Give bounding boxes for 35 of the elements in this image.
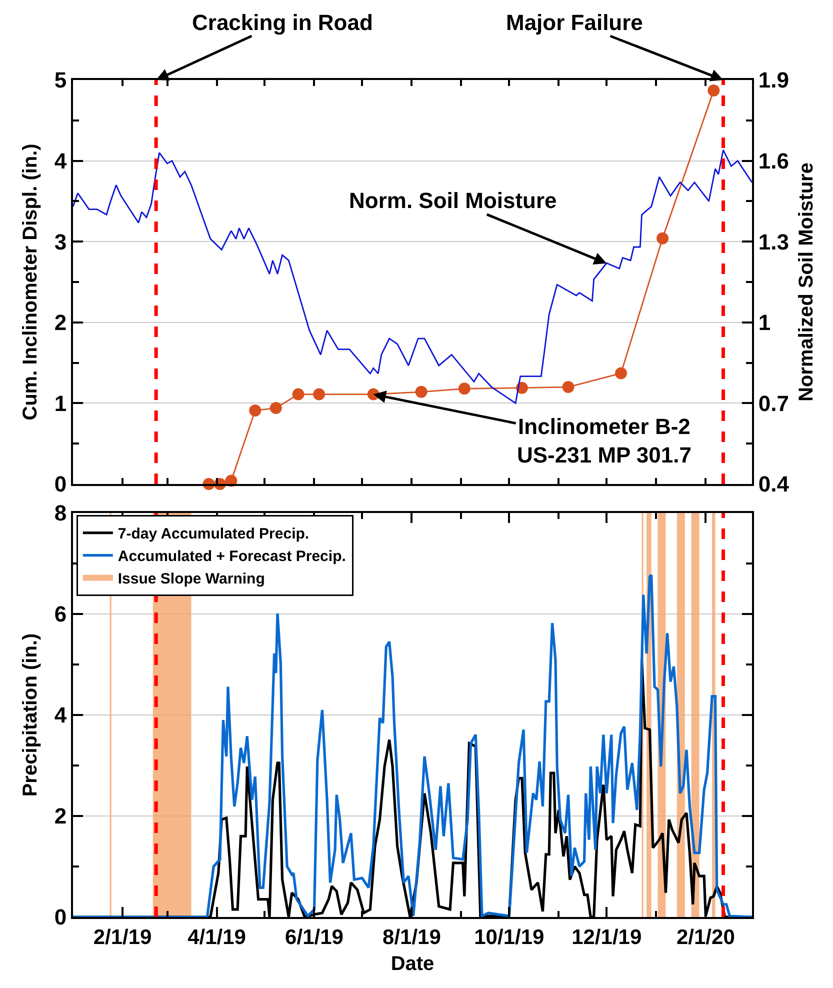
x-tick-label: 12/1/19 <box>572 926 642 950</box>
x-tick-label: 4/1/19 <box>188 926 246 950</box>
x-tick-label: 8/1/19 <box>382 926 441 950</box>
ref-line-label: Cracking in Road <box>192 10 373 35</box>
legend-label: 7-day Accumulated Precip. <box>118 526 310 543</box>
y2-tick-label: 1.6 <box>758 148 789 174</box>
y-tick-label: 4 <box>54 148 68 174</box>
y-tick-label: 0 <box>54 472 67 497</box>
band-label: Issue Slope Warning <box>118 570 265 588</box>
annotation: Norm. Soil Moisture <box>349 188 557 213</box>
y-tick-label: 8 <box>54 500 67 526</box>
x-tick-label: 6/1/19 <box>285 926 344 950</box>
x-tick-label: 2/1/20 <box>676 926 735 950</box>
x-tick-label: 2/1/19 <box>93 926 152 950</box>
y-axis-title: Precipitation (in.) <box>19 633 42 797</box>
legend-label: Accumulated + Forecast Precip. <box>118 548 346 566</box>
y2-axis-title: Normalized Soil Moisture <box>796 162 818 402</box>
ref-line-label: Major Failure <box>506 10 643 35</box>
x-axis-title: Date <box>390 953 434 976</box>
y2-tick-label: 1.9 <box>758 68 789 93</box>
x-tick-label: 10/1/19 <box>474 926 544 950</box>
y2-tick-label: 1 <box>758 310 771 336</box>
y-tick-label: 3 <box>54 229 67 254</box>
y-tick-label: 2 <box>54 310 67 336</box>
y-axis-title: Cum. Inclinometer Displ. (in.) <box>19 144 42 420</box>
y-tick-label: 5 <box>54 68 67 93</box>
annotation: Inclinometer B-2 US-231 MP 301.7 <box>517 414 692 468</box>
y-tick-label: 2 <box>54 804 67 829</box>
y-tick-label: 1 <box>54 390 67 416</box>
y2-tick-label: 1.3 <box>758 229 789 254</box>
y-tick-label: 6 <box>54 602 67 627</box>
y-tick-label: 4 <box>54 702 68 728</box>
y2-tick-label: 0.4 <box>758 472 790 497</box>
y2-tick-label: 0.7 <box>758 390 789 416</box>
y-tick-label: 0 <box>54 904 67 930</box>
